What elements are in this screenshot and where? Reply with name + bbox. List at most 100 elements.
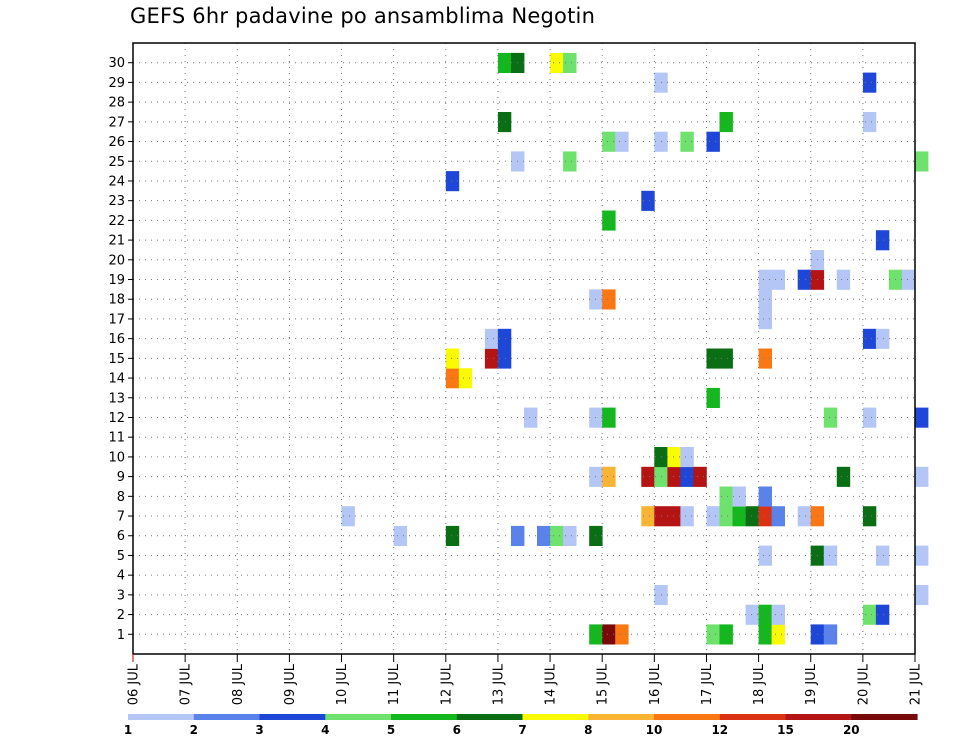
data-cell bbox=[497, 328, 512, 349]
y-tick-label: 24 bbox=[108, 174, 125, 189]
data-cell bbox=[719, 348, 733, 369]
data-cell bbox=[497, 112, 512, 133]
x-tick-label: 20 JUL bbox=[856, 663, 871, 705]
y-tick-label: 8 bbox=[117, 490, 125, 505]
y-tick-label: 25 bbox=[108, 155, 125, 170]
y-tick-label: 21 bbox=[108, 234, 125, 249]
data-cell bbox=[875, 545, 890, 566]
data-cell bbox=[862, 112, 877, 133]
x-tick-label: 08 JUL bbox=[231, 663, 246, 705]
data-cell bbox=[902, 269, 916, 290]
data-cell bbox=[745, 604, 759, 625]
colorbar-label: 3 bbox=[255, 723, 263, 737]
x-tick-label: 10 JUL bbox=[335, 663, 350, 705]
x-tick-label: 07 JUL bbox=[179, 663, 194, 705]
data-cell bbox=[823, 407, 838, 428]
x-tick-label: 09 JUL bbox=[283, 663, 298, 705]
x-tick-label: 13 JUL bbox=[491, 663, 506, 705]
x-tick-label: 11 JUL bbox=[387, 663, 402, 705]
data-cell bbox=[680, 506, 694, 527]
data-cell bbox=[915, 585, 929, 606]
y-tick-label: 3 bbox=[117, 588, 125, 603]
chart-title: GEFS 6hr padavine po ansamblima Negotin bbox=[130, 4, 596, 28]
data-cell bbox=[667, 466, 681, 487]
colorbar-label: 15 bbox=[777, 723, 794, 737]
data-cell bbox=[484, 328, 499, 349]
data-cell bbox=[875, 328, 890, 349]
data-cell bbox=[706, 131, 720, 152]
data-cell bbox=[602, 407, 616, 428]
x-tick-label: 14 JUL bbox=[544, 663, 559, 705]
data-cell bbox=[862, 506, 877, 527]
grid-layer bbox=[133, 43, 915, 654]
colorbar-segment bbox=[325, 714, 392, 720]
colorbar-label: 8 bbox=[584, 723, 592, 737]
colorbar-label: 5 bbox=[387, 723, 395, 737]
data-cell bbox=[771, 269, 785, 290]
data-cell bbox=[680, 131, 694, 152]
data-cell bbox=[706, 506, 720, 527]
y-tick-label: 28 bbox=[108, 96, 125, 111]
data-cell bbox=[836, 466, 851, 487]
colorbar-segment bbox=[654, 714, 721, 720]
y-tick-label: 4 bbox=[117, 569, 125, 584]
colorbar-segment bbox=[522, 714, 589, 720]
x-tick-label: 12 JUL bbox=[439, 663, 454, 705]
colorbar-segment bbox=[851, 714, 918, 720]
data-cell bbox=[862, 407, 877, 428]
y-tick-label: 11 bbox=[108, 431, 125, 446]
data-cell bbox=[719, 506, 733, 527]
y-axis: 1234567891011121314151617181920212223242… bbox=[108, 56, 133, 643]
y-tick-label: 14 bbox=[108, 372, 125, 387]
data-cell bbox=[537, 525, 551, 546]
colorbar-label: 10 bbox=[646, 723, 663, 737]
plot-frame bbox=[132, 42, 916, 655]
data-cell bbox=[758, 309, 772, 330]
data-cell bbox=[862, 328, 877, 349]
data-cell bbox=[497, 348, 512, 369]
colorbar-label: 7 bbox=[518, 723, 526, 737]
data-cell bbox=[667, 447, 681, 468]
data-cell bbox=[445, 368, 460, 389]
y-tick-label: 30 bbox=[108, 56, 125, 71]
data-cell bbox=[458, 368, 473, 389]
data-cell bbox=[484, 348, 499, 369]
y-tick-label: 18 bbox=[108, 293, 125, 308]
y-tick-label: 15 bbox=[108, 352, 125, 367]
data-cell bbox=[915, 545, 929, 566]
data-cell bbox=[602, 210, 616, 231]
data-cell bbox=[823, 624, 838, 645]
colorbar-segment bbox=[128, 714, 195, 720]
data-cell bbox=[745, 506, 759, 527]
y-tick-label: 5 bbox=[117, 549, 125, 564]
data-cell bbox=[875, 604, 890, 625]
cells-layer bbox=[341, 52, 929, 645]
y-tick-label: 29 bbox=[108, 76, 125, 91]
colorbar-segment bbox=[588, 714, 655, 720]
data-cell bbox=[758, 486, 772, 507]
colorbar-segment bbox=[391, 714, 458, 720]
data-cell bbox=[563, 52, 577, 73]
data-cell bbox=[706, 387, 720, 408]
x-tick-label: 17 JUL bbox=[700, 663, 715, 705]
data-cell bbox=[693, 466, 707, 487]
data-cell bbox=[706, 348, 720, 369]
data-cell bbox=[758, 269, 772, 290]
colorbar: 1 2 3 4 5 6 7 8 10 12 15 20 bbox=[124, 714, 918, 737]
colorbar-segment bbox=[719, 714, 787, 720]
x-tick-label: 06 JUL bbox=[127, 663, 142, 705]
data-cell bbox=[915, 151, 929, 172]
data-cell bbox=[641, 506, 655, 527]
data-cell bbox=[758, 348, 772, 369]
y-tick-label: 6 bbox=[117, 529, 125, 544]
colorbar-label: 4 bbox=[321, 723, 329, 737]
colorbar-segment bbox=[785, 714, 852, 720]
x-tick-label: 15 JUL bbox=[596, 663, 611, 705]
colorbar-segment bbox=[193, 714, 261, 720]
y-tick-label: 19 bbox=[108, 273, 125, 288]
data-cell bbox=[797, 506, 812, 527]
data-cell bbox=[341, 506, 355, 527]
data-cell bbox=[445, 171, 460, 192]
data-cell bbox=[758, 545, 772, 566]
